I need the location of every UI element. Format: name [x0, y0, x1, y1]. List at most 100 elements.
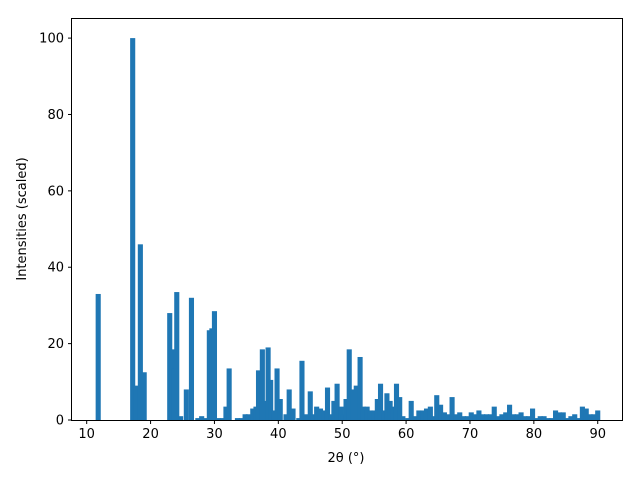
bar	[296, 418, 302, 420]
bar	[211, 311, 218, 420]
bar	[374, 399, 380, 420]
y-tick-label: 20	[47, 337, 64, 352]
bar	[464, 416, 470, 420]
plot-frame	[71, 18, 623, 421]
bar	[324, 387, 331, 420]
bar	[423, 408, 430, 420]
bar	[537, 416, 543, 420]
bar	[390, 406, 396, 420]
bar	[587, 414, 593, 420]
bar	[468, 412, 474, 420]
bar	[576, 418, 582, 420]
bar	[503, 412, 509, 420]
bar	[484, 414, 490, 420]
bar	[271, 410, 277, 420]
x-tick-label: 10	[78, 427, 95, 442]
bar	[522, 416, 528, 420]
bar	[449, 397, 455, 420]
bar	[441, 412, 447, 420]
bar	[137, 244, 143, 420]
bar	[480, 414, 486, 420]
y-tick-label: 40	[47, 261, 64, 276]
bar	[445, 414, 451, 420]
bar	[283, 414, 289, 420]
bar	[328, 414, 334, 420]
bar	[307, 391, 313, 420]
bar	[238, 418, 244, 420]
bar	[350, 389, 356, 420]
bar	[346, 349, 352, 420]
bar	[215, 418, 221, 420]
bar	[303, 414, 309, 420]
bar	[226, 368, 232, 420]
bar	[412, 416, 418, 420]
bar	[259, 349, 265, 420]
bar	[343, 399, 349, 420]
bar	[564, 418, 570, 420]
bar	[533, 418, 539, 420]
bar	[457, 412, 463, 420]
bar	[427, 406, 433, 420]
bar	[183, 389, 189, 420]
y-tick-label: 100	[39, 32, 64, 47]
bar	[167, 313, 173, 420]
bar	[560, 412, 566, 420]
bar	[377, 383, 384, 420]
bar	[188, 297, 195, 420]
bar	[549, 418, 555, 420]
bar	[461, 416, 467, 420]
bar	[274, 368, 280, 420]
x-tick-label: 80	[526, 427, 543, 442]
bar	[360, 406, 366, 420]
bar	[476, 410, 482, 420]
bar	[250, 408, 256, 420]
bar	[286, 389, 292, 420]
bar	[290, 408, 296, 420]
bar	[265, 347, 271, 420]
bar	[384, 393, 390, 420]
bar	[595, 410, 601, 420]
x-axis-label: 2θ (°)	[327, 451, 364, 466]
bar	[495, 416, 501, 420]
bar	[583, 408, 589, 420]
bar	[130, 38, 136, 420]
bar	[434, 395, 440, 420]
bar	[331, 400, 337, 420]
x-tick-label: 40	[270, 427, 287, 442]
bar	[381, 410, 387, 420]
bar	[199, 416, 205, 420]
bar	[400, 416, 406, 420]
bar	[530, 408, 536, 420]
bar	[209, 328, 215, 420]
bar	[393, 383, 400, 420]
bar	[321, 410, 327, 420]
bar	[340, 414, 347, 420]
x-tick-label: 50	[334, 427, 351, 442]
x-tick-label: 30	[206, 427, 223, 442]
bar	[387, 400, 393, 420]
x-tick-label: 90	[589, 427, 606, 442]
bar	[220, 418, 226, 420]
bar	[314, 406, 320, 420]
bar	[255, 370, 262, 420]
bar	[202, 418, 208, 420]
bar	[277, 399, 283, 420]
bar	[518, 412, 524, 420]
bar	[397, 397, 403, 420]
bars-group	[95, 38, 601, 420]
y-tick-label: 0	[56, 414, 64, 429]
bar	[367, 410, 373, 420]
bar	[353, 385, 359, 420]
bar	[178, 416, 184, 420]
y-axis-label: Intensities (scaled)	[15, 157, 30, 280]
bar	[364, 406, 370, 420]
bar	[499, 414, 505, 420]
bar	[416, 410, 422, 420]
bar	[234, 418, 240, 420]
bar	[431, 416, 437, 420]
bar	[141, 372, 147, 420]
bar	[541, 416, 547, 420]
bar	[310, 414, 317, 420]
bar	[357, 356, 363, 420]
